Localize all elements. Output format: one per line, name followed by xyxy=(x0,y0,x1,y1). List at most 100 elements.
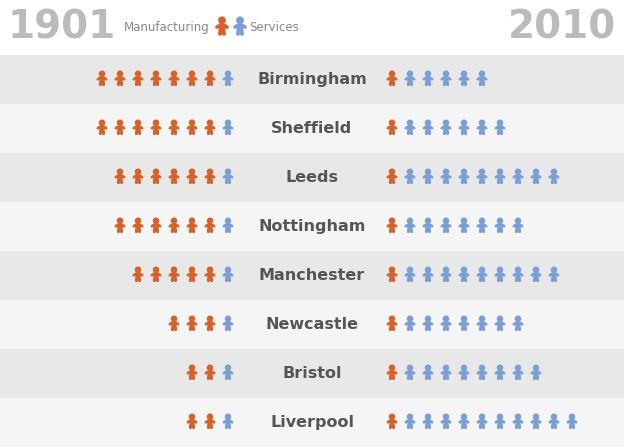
Circle shape xyxy=(135,169,140,174)
Circle shape xyxy=(190,71,195,76)
Circle shape xyxy=(426,267,431,272)
FancyBboxPatch shape xyxy=(226,125,230,129)
Circle shape xyxy=(225,316,230,321)
Circle shape xyxy=(570,414,575,419)
FancyBboxPatch shape xyxy=(498,125,502,129)
FancyBboxPatch shape xyxy=(389,76,394,80)
FancyBboxPatch shape xyxy=(407,76,412,80)
FancyBboxPatch shape xyxy=(208,125,212,129)
FancyBboxPatch shape xyxy=(154,125,158,129)
FancyBboxPatch shape xyxy=(462,321,466,325)
FancyBboxPatch shape xyxy=(208,174,212,178)
FancyBboxPatch shape xyxy=(462,76,466,80)
Bar xyxy=(0,104,624,153)
FancyBboxPatch shape xyxy=(534,272,539,276)
FancyBboxPatch shape xyxy=(498,224,502,228)
Text: 2010: 2010 xyxy=(508,8,616,46)
FancyBboxPatch shape xyxy=(190,272,194,276)
FancyBboxPatch shape xyxy=(100,125,104,129)
Circle shape xyxy=(426,365,431,370)
Text: Birmingham: Birmingham xyxy=(257,72,367,87)
FancyBboxPatch shape xyxy=(154,174,158,178)
FancyBboxPatch shape xyxy=(444,419,448,423)
Circle shape xyxy=(515,414,520,419)
Circle shape xyxy=(154,267,158,272)
FancyBboxPatch shape xyxy=(154,224,158,228)
FancyBboxPatch shape xyxy=(154,76,158,80)
FancyBboxPatch shape xyxy=(226,272,230,276)
Circle shape xyxy=(389,365,394,370)
Circle shape xyxy=(225,169,230,174)
FancyBboxPatch shape xyxy=(190,321,194,325)
Text: 1901: 1901 xyxy=(8,8,116,46)
FancyBboxPatch shape xyxy=(498,321,502,325)
Circle shape xyxy=(479,267,485,272)
Circle shape xyxy=(479,71,485,76)
FancyBboxPatch shape xyxy=(515,174,520,178)
FancyBboxPatch shape xyxy=(389,224,394,228)
FancyBboxPatch shape xyxy=(118,125,122,129)
FancyBboxPatch shape xyxy=(208,419,212,423)
Text: Bristol: Bristol xyxy=(282,366,342,381)
FancyBboxPatch shape xyxy=(226,224,230,228)
FancyBboxPatch shape xyxy=(515,224,520,228)
Circle shape xyxy=(461,71,467,76)
FancyBboxPatch shape xyxy=(498,174,502,178)
FancyBboxPatch shape xyxy=(534,370,539,374)
Circle shape xyxy=(225,120,230,125)
FancyBboxPatch shape xyxy=(190,76,194,80)
Circle shape xyxy=(461,169,467,174)
FancyBboxPatch shape xyxy=(407,321,412,325)
FancyBboxPatch shape xyxy=(118,76,122,80)
Circle shape xyxy=(534,267,539,272)
FancyBboxPatch shape xyxy=(389,370,394,374)
Circle shape xyxy=(534,414,539,419)
Circle shape xyxy=(444,267,449,272)
FancyBboxPatch shape xyxy=(462,125,466,129)
Circle shape xyxy=(497,316,502,321)
Circle shape xyxy=(117,71,122,76)
Circle shape xyxy=(407,169,412,174)
Circle shape xyxy=(99,120,105,125)
Text: Leeds: Leeds xyxy=(286,170,338,185)
FancyBboxPatch shape xyxy=(498,370,502,374)
Circle shape xyxy=(172,267,177,272)
Circle shape xyxy=(190,218,195,224)
FancyBboxPatch shape xyxy=(480,174,484,178)
Circle shape xyxy=(534,169,539,174)
FancyBboxPatch shape xyxy=(135,76,140,80)
FancyBboxPatch shape xyxy=(480,224,484,228)
Bar xyxy=(0,0,624,55)
Circle shape xyxy=(225,414,230,419)
FancyBboxPatch shape xyxy=(226,419,230,423)
FancyBboxPatch shape xyxy=(190,125,194,129)
FancyBboxPatch shape xyxy=(534,174,539,178)
Circle shape xyxy=(190,120,195,125)
Circle shape xyxy=(426,169,431,174)
FancyBboxPatch shape xyxy=(552,174,557,178)
Circle shape xyxy=(407,414,412,419)
Circle shape xyxy=(154,120,158,125)
Circle shape xyxy=(497,365,502,370)
FancyBboxPatch shape xyxy=(462,174,466,178)
FancyBboxPatch shape xyxy=(552,419,557,423)
Circle shape xyxy=(207,169,213,174)
FancyBboxPatch shape xyxy=(426,125,431,129)
FancyBboxPatch shape xyxy=(462,370,466,374)
Circle shape xyxy=(497,267,502,272)
Circle shape xyxy=(236,17,243,24)
FancyBboxPatch shape xyxy=(389,419,394,423)
Circle shape xyxy=(154,71,158,76)
FancyBboxPatch shape xyxy=(444,224,448,228)
Circle shape xyxy=(497,169,502,174)
FancyBboxPatch shape xyxy=(100,76,104,80)
Circle shape xyxy=(389,267,394,272)
FancyBboxPatch shape xyxy=(389,174,394,178)
Text: Services: Services xyxy=(249,21,299,34)
FancyBboxPatch shape xyxy=(480,272,484,276)
Circle shape xyxy=(172,120,177,125)
Circle shape xyxy=(444,414,449,419)
Circle shape xyxy=(461,414,467,419)
FancyBboxPatch shape xyxy=(534,419,539,423)
Circle shape xyxy=(515,267,520,272)
